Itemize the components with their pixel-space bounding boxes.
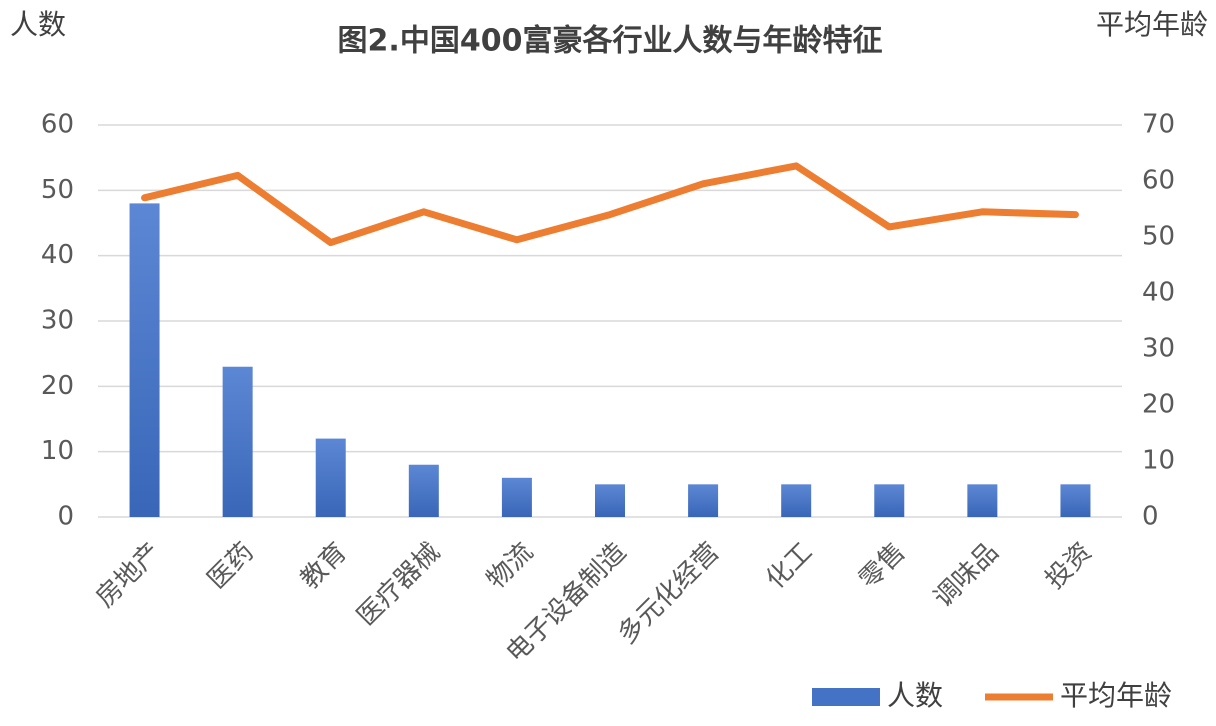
bar — [222, 366, 253, 517]
y2-tick-label: 50 — [1142, 222, 1175, 252]
y2-tick-label: 10 — [1142, 446, 1175, 476]
y-axis-title: 人数 — [10, 8, 66, 41]
y-tick-label: 50 — [41, 175, 74, 205]
x-tick-label: 医药 — [202, 537, 260, 595]
bar — [315, 438, 346, 517]
x-tick-label: 调味品 — [928, 537, 1004, 613]
x-tick-label: 多元化经营 — [612, 537, 725, 650]
y-tick-label: 20 — [41, 371, 74, 401]
y2-tick-label: 70 — [1142, 110, 1175, 140]
x-tick-label: 房地产 — [90, 537, 166, 613]
bar — [408, 464, 439, 517]
y2-axis-title: 平均年龄 — [1096, 8, 1208, 41]
x-tick-label: 医疗器械 — [351, 537, 446, 632]
x-tick-label: 投资 — [1040, 537, 1098, 595]
chart-title: 图2.中国400富豪各行业人数与年龄特征 — [338, 24, 883, 59]
legend-label: 平均年龄 — [1060, 679, 1172, 712]
x-tick-label: 物流 — [481, 537, 539, 595]
y2-tick-label: 60 — [1142, 166, 1175, 196]
bar — [781, 484, 812, 517]
y2-tick-label: 40 — [1142, 278, 1175, 308]
bar — [595, 484, 625, 517]
bar — [1060, 484, 1091, 517]
y-tick-label: 60 — [41, 110, 74, 140]
line — [141, 162, 1079, 247]
y2-tick-label: 30 — [1142, 334, 1175, 364]
legend-label: 人数 — [887, 679, 943, 712]
x-tick-label: 教育 — [295, 537, 353, 595]
y2-tick-label: 20 — [1142, 390, 1175, 420]
y-tick-label: 10 — [41, 436, 74, 466]
x-tick-label: 零售 — [854, 537, 912, 595]
bar — [688, 484, 719, 517]
x-tick-label: 化工 — [760, 537, 818, 595]
bar — [874, 484, 905, 517]
bar — [501, 477, 532, 517]
y-tick-label: 40 — [41, 240, 74, 270]
bar — [967, 484, 998, 517]
legend-swatch — [812, 688, 880, 706]
y-tick-label: 30 — [41, 306, 74, 336]
y-tick-label: 0 — [57, 502, 74, 532]
bar — [129, 203, 160, 517]
y2-tick-label: 0 — [1142, 502, 1159, 532]
